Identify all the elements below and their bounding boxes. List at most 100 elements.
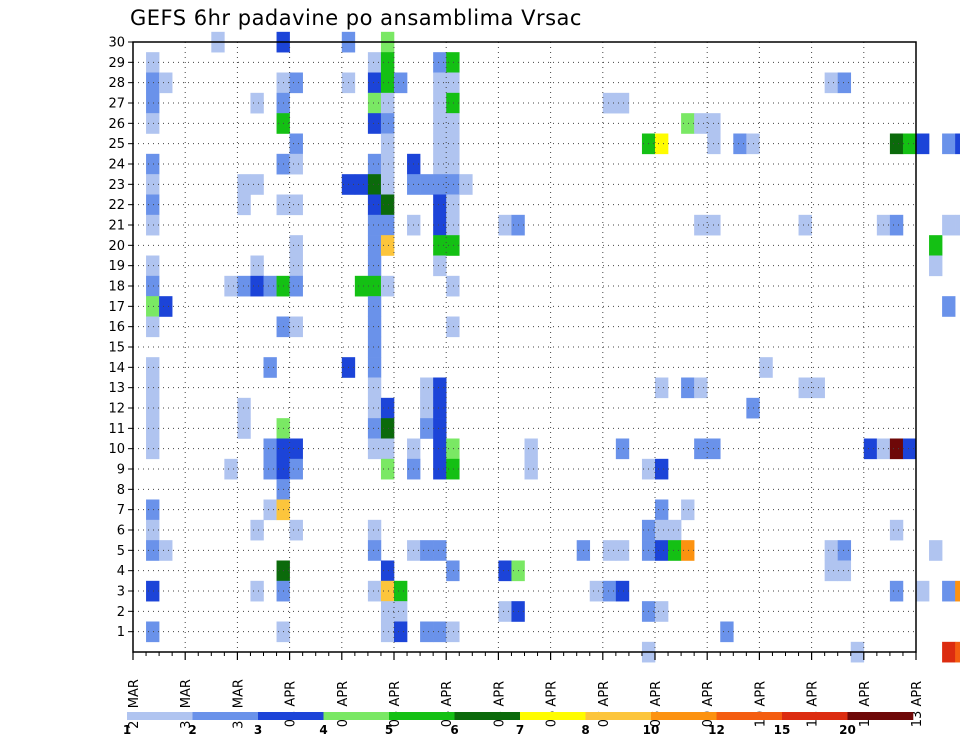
heatmap-cell [902,438,917,460]
heatmap-cell [668,519,682,541]
heatmap-cell [367,336,382,358]
heatmap-cell [237,418,251,439]
heatmap-cell [367,214,382,236]
heatmap-cell [837,540,852,561]
x-tick-label: 13 APR [910,681,925,727]
y-tick-label: 10 [108,442,125,457]
heatmap-cell [615,580,630,602]
heatmap-cell [146,113,160,134]
heatmap-cell [524,438,538,460]
heatmap-cell [250,255,264,277]
heatmap-cell [367,519,382,541]
heatmap-cell [146,397,160,419]
heatmap-cell [146,540,160,561]
heatmap-cell [146,72,160,94]
heatmap-cell [837,72,852,94]
heatmap-cell [446,113,460,134]
heatmap-cell [380,52,395,73]
heatmap-cell [394,621,408,643]
x-tick-label: 07 APR [597,681,612,727]
heatmap-cell [446,92,460,114]
x-tick-label: 10 APR [753,681,768,727]
heatmap-cell [263,499,277,521]
heatmap-cell [668,540,682,561]
y-tick-label: 22 [108,198,125,213]
heatmap-cell [942,133,956,155]
heatmap-cell [146,52,160,73]
heatmap-cell [433,235,447,256]
y-tick-label: 15 [108,341,125,356]
colorbar-label: 1 [123,723,131,737]
heatmap-cell [159,296,173,317]
heatmap-cell [824,540,838,561]
heatmap-cell [433,194,447,216]
heatmap-cell [237,275,251,297]
heatmap-cell [955,214,960,236]
heatmap-cell [367,540,382,561]
heatmap-cell [798,377,812,399]
heatmap-cell [420,621,434,643]
heatmap-cell [681,540,695,561]
heatmap-cell [433,458,447,480]
y-tick-label: 7 [117,503,125,518]
heatmap-cell [433,153,447,175]
heatmap-cell [380,458,395,480]
heatmap-cell [380,174,395,195]
colorbar-segment [258,712,324,720]
heatmap-cell [459,174,473,195]
heatmap-cell [146,214,160,236]
heatmap-cell [146,255,160,277]
heatmap-cell [367,438,382,460]
heatmap-cell [146,519,160,541]
heatmap-cell [146,621,160,643]
heatmap-cell [433,133,447,155]
heatmap-cell [889,580,904,602]
heatmap-cell [929,255,943,277]
heatmap-cell [942,296,956,317]
heatmap-cell [655,519,669,541]
heatmap-cell [263,357,277,378]
heatmap-cell [446,72,460,94]
heatmap-cell [380,92,395,114]
heatmap-cell [433,92,447,114]
heatmap-cell [498,214,512,236]
y-tick-label: 19 [108,259,125,274]
heatmap-cell [615,438,630,460]
x-tick-label: 09 APR [701,681,716,727]
heatmap-cell [289,153,303,175]
heatmap-cell [420,397,434,419]
heatmap-cell [354,275,369,297]
heatmap-cell [146,296,160,317]
x-tick-label: 11 APR [806,681,821,727]
x-tick-label: 04 APR [440,681,455,727]
heatmap-cell [394,601,408,622]
x-tick-label: 06 APR [545,681,560,727]
heatmap-cell [433,255,447,277]
heatmap-cell [433,540,447,561]
heatmap-cell [367,255,382,277]
heatmap-cell [159,72,173,94]
colorbar-segment [716,712,783,720]
y-tick-label: 8 [117,483,125,498]
y-tick-label: 27 [108,97,125,112]
x-tick-label: 29 MAR [127,679,142,729]
y-tick-label: 14 [108,361,125,376]
y-tick-label: 24 [108,158,125,173]
colorbar-label: 6 [450,723,458,737]
colorbar-segment [782,712,848,720]
heatmap-cell [733,133,747,155]
heatmap-cell [681,377,695,399]
colorbar-label: 4 [319,723,327,737]
heatmap-cell [289,72,303,94]
heatmap-cell [433,174,447,195]
heatmap-cell [889,438,904,460]
heatmap-cell [367,580,382,602]
heatmap-cell [824,560,838,582]
heatmap-cell [433,377,447,399]
heatmap-cell [889,214,904,236]
heatmap-cell [367,174,382,195]
heatmap-cell [380,601,395,622]
heatmap-cell [250,275,264,297]
heatmap-cell [863,438,878,460]
heatmap-cell [146,377,160,399]
